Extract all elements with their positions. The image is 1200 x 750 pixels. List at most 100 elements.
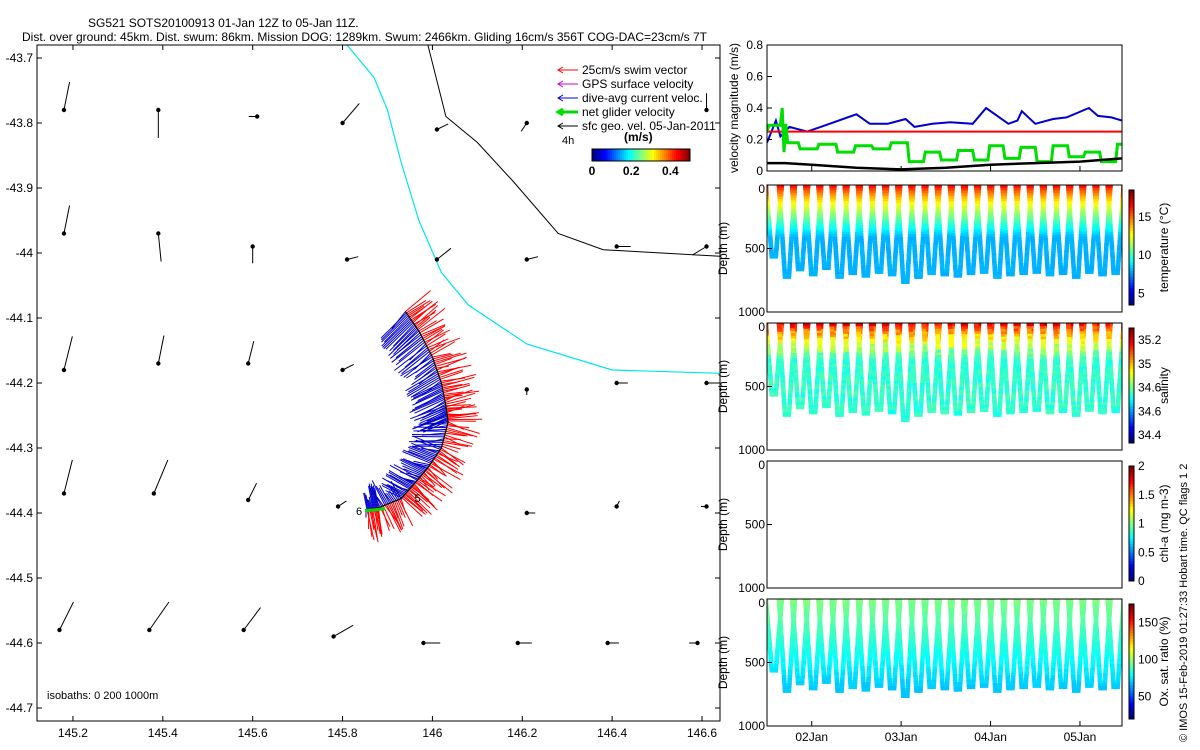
temperature-data-point <box>842 226 847 231</box>
salinity-data-point <box>1010 407 1015 412</box>
salinity-colorbar-swatch <box>1129 417 1134 421</box>
oxygen-plot-area <box>767 599 1122 698</box>
oxygen-data-point <box>814 670 819 675</box>
salinity-data-point <box>1092 326 1098 331</box>
salinity-data-point <box>1053 336 1059 341</box>
salinity-data-point <box>871 364 877 369</box>
salinity-data-point <box>990 369 995 374</box>
temperature-data-point <box>911 228 916 234</box>
salinity-data-point <box>773 392 779 397</box>
salinity-data-point <box>782 401 787 407</box>
salinity-data-point <box>826 403 831 409</box>
temperature-data-point <box>847 250 852 255</box>
temperature-data-point <box>1084 256 1089 262</box>
geo-velocity-arrow <box>333 624 354 637</box>
temperature-data-point <box>1068 215 1073 220</box>
salinity-data-point <box>1037 392 1043 397</box>
salinity-data-point <box>936 349 941 355</box>
salinity-data-point <box>961 323 966 329</box>
salinity-data-point <box>807 389 813 394</box>
temperature-data-point <box>991 247 996 252</box>
temperature-data-point <box>818 217 824 222</box>
temperature-data-point <box>1051 243 1057 248</box>
map-colorbar-swatch <box>594 149 597 161</box>
salinity-data-point <box>846 372 851 377</box>
temperature-data-point <box>1069 234 1074 239</box>
temperature-data-point <box>789 234 794 239</box>
temperature-data-point <box>848 270 853 276</box>
temperature-data-point <box>813 269 818 274</box>
temperature-data-point <box>807 253 813 259</box>
salinity-data-point <box>988 339 993 345</box>
geo-velocity-arrow-head <box>704 107 709 113</box>
map-colorbar-swatch <box>602 149 605 161</box>
salinity-data-point <box>829 323 834 329</box>
temperature-data-point <box>1094 219 1100 225</box>
oxygen-data-point <box>852 682 858 687</box>
oxygen-data-point <box>816 604 822 609</box>
salinity-data-point <box>1024 398 1029 403</box>
oxygen-data-point <box>855 638 861 643</box>
oxygen-data-point <box>790 604 795 609</box>
temperature-data-point <box>816 222 821 227</box>
salinity-data-point <box>931 406 936 411</box>
salinity-colorbar-swatch <box>1129 365 1134 369</box>
salinity-data-point <box>1023 408 1028 414</box>
temperature-colorbar-swatch <box>1129 195 1134 200</box>
salinity-data-point <box>869 333 875 339</box>
temperature-data-point <box>1024 250 1030 255</box>
oxygen-data-point <box>777 613 783 618</box>
temperature-data-point <box>965 257 971 263</box>
salinity-data-point <box>1014 341 1020 347</box>
temperature-data-point <box>959 244 965 249</box>
temperature-data-point <box>1017 244 1023 250</box>
oxygen-data-point <box>820 652 825 658</box>
salinity-data-point <box>977 371 982 377</box>
temperature-data-point <box>933 234 939 239</box>
salinity-data-point <box>1004 378 1009 383</box>
temperature-data-point <box>846 244 852 250</box>
salinity-data-point <box>845 367 851 372</box>
salinity-data-point <box>988 334 993 339</box>
salinity-data-point <box>1010 404 1016 410</box>
temperature-data-point <box>1051 240 1057 245</box>
salinity-data-point <box>828 376 833 382</box>
salinity-data-point <box>871 354 876 359</box>
salinity-data-point <box>892 404 897 410</box>
temperature-data-point <box>867 252 872 257</box>
temperature-data-point <box>1010 266 1016 272</box>
map-colorbar-title: (m/s) <box>624 130 653 144</box>
salinity-data-point <box>1065 364 1071 370</box>
temperature-data-point <box>972 242 978 247</box>
salinity-data-point <box>843 341 849 347</box>
temperature-data-point <box>874 261 879 267</box>
oxygen-data-point <box>778 629 784 634</box>
temperature-data-point <box>974 190 979 196</box>
salinity-data-point <box>1027 336 1033 341</box>
salinity-data-point <box>830 331 835 337</box>
oxygen-data-point <box>800 673 805 678</box>
dive-avg-current-vector <box>387 483 406 494</box>
temperature-data-point <box>1076 261 1082 266</box>
salinity-data-point <box>986 376 991 382</box>
temperature-data-point <box>918 269 924 274</box>
dive-avg-current-vector <box>376 496 384 507</box>
salinity-data-point <box>1029 323 1034 329</box>
salinity-data-point <box>932 388 938 393</box>
salinity-data-point <box>989 364 995 369</box>
geo-velocity-arrow-head <box>245 361 251 366</box>
dive-avg-current-vector <box>392 326 417 351</box>
temperature-data-point <box>781 258 787 263</box>
salinity-data-point <box>1003 362 1008 368</box>
temperature-data-point <box>892 269 897 274</box>
salinity-data-point <box>854 375 860 380</box>
salinity-data-point <box>1056 375 1061 380</box>
salinity-data-point <box>898 380 904 386</box>
temperature-data-point <box>807 245 812 251</box>
salinity-data-point <box>867 390 872 395</box>
geo-velocity-arrow-head <box>61 107 67 113</box>
oxygen-data-point <box>820 655 825 660</box>
temperature-colorbar-swatch <box>1129 284 1134 289</box>
temperature-data-point <box>1055 216 1060 221</box>
temperature-data-point <box>885 237 891 243</box>
